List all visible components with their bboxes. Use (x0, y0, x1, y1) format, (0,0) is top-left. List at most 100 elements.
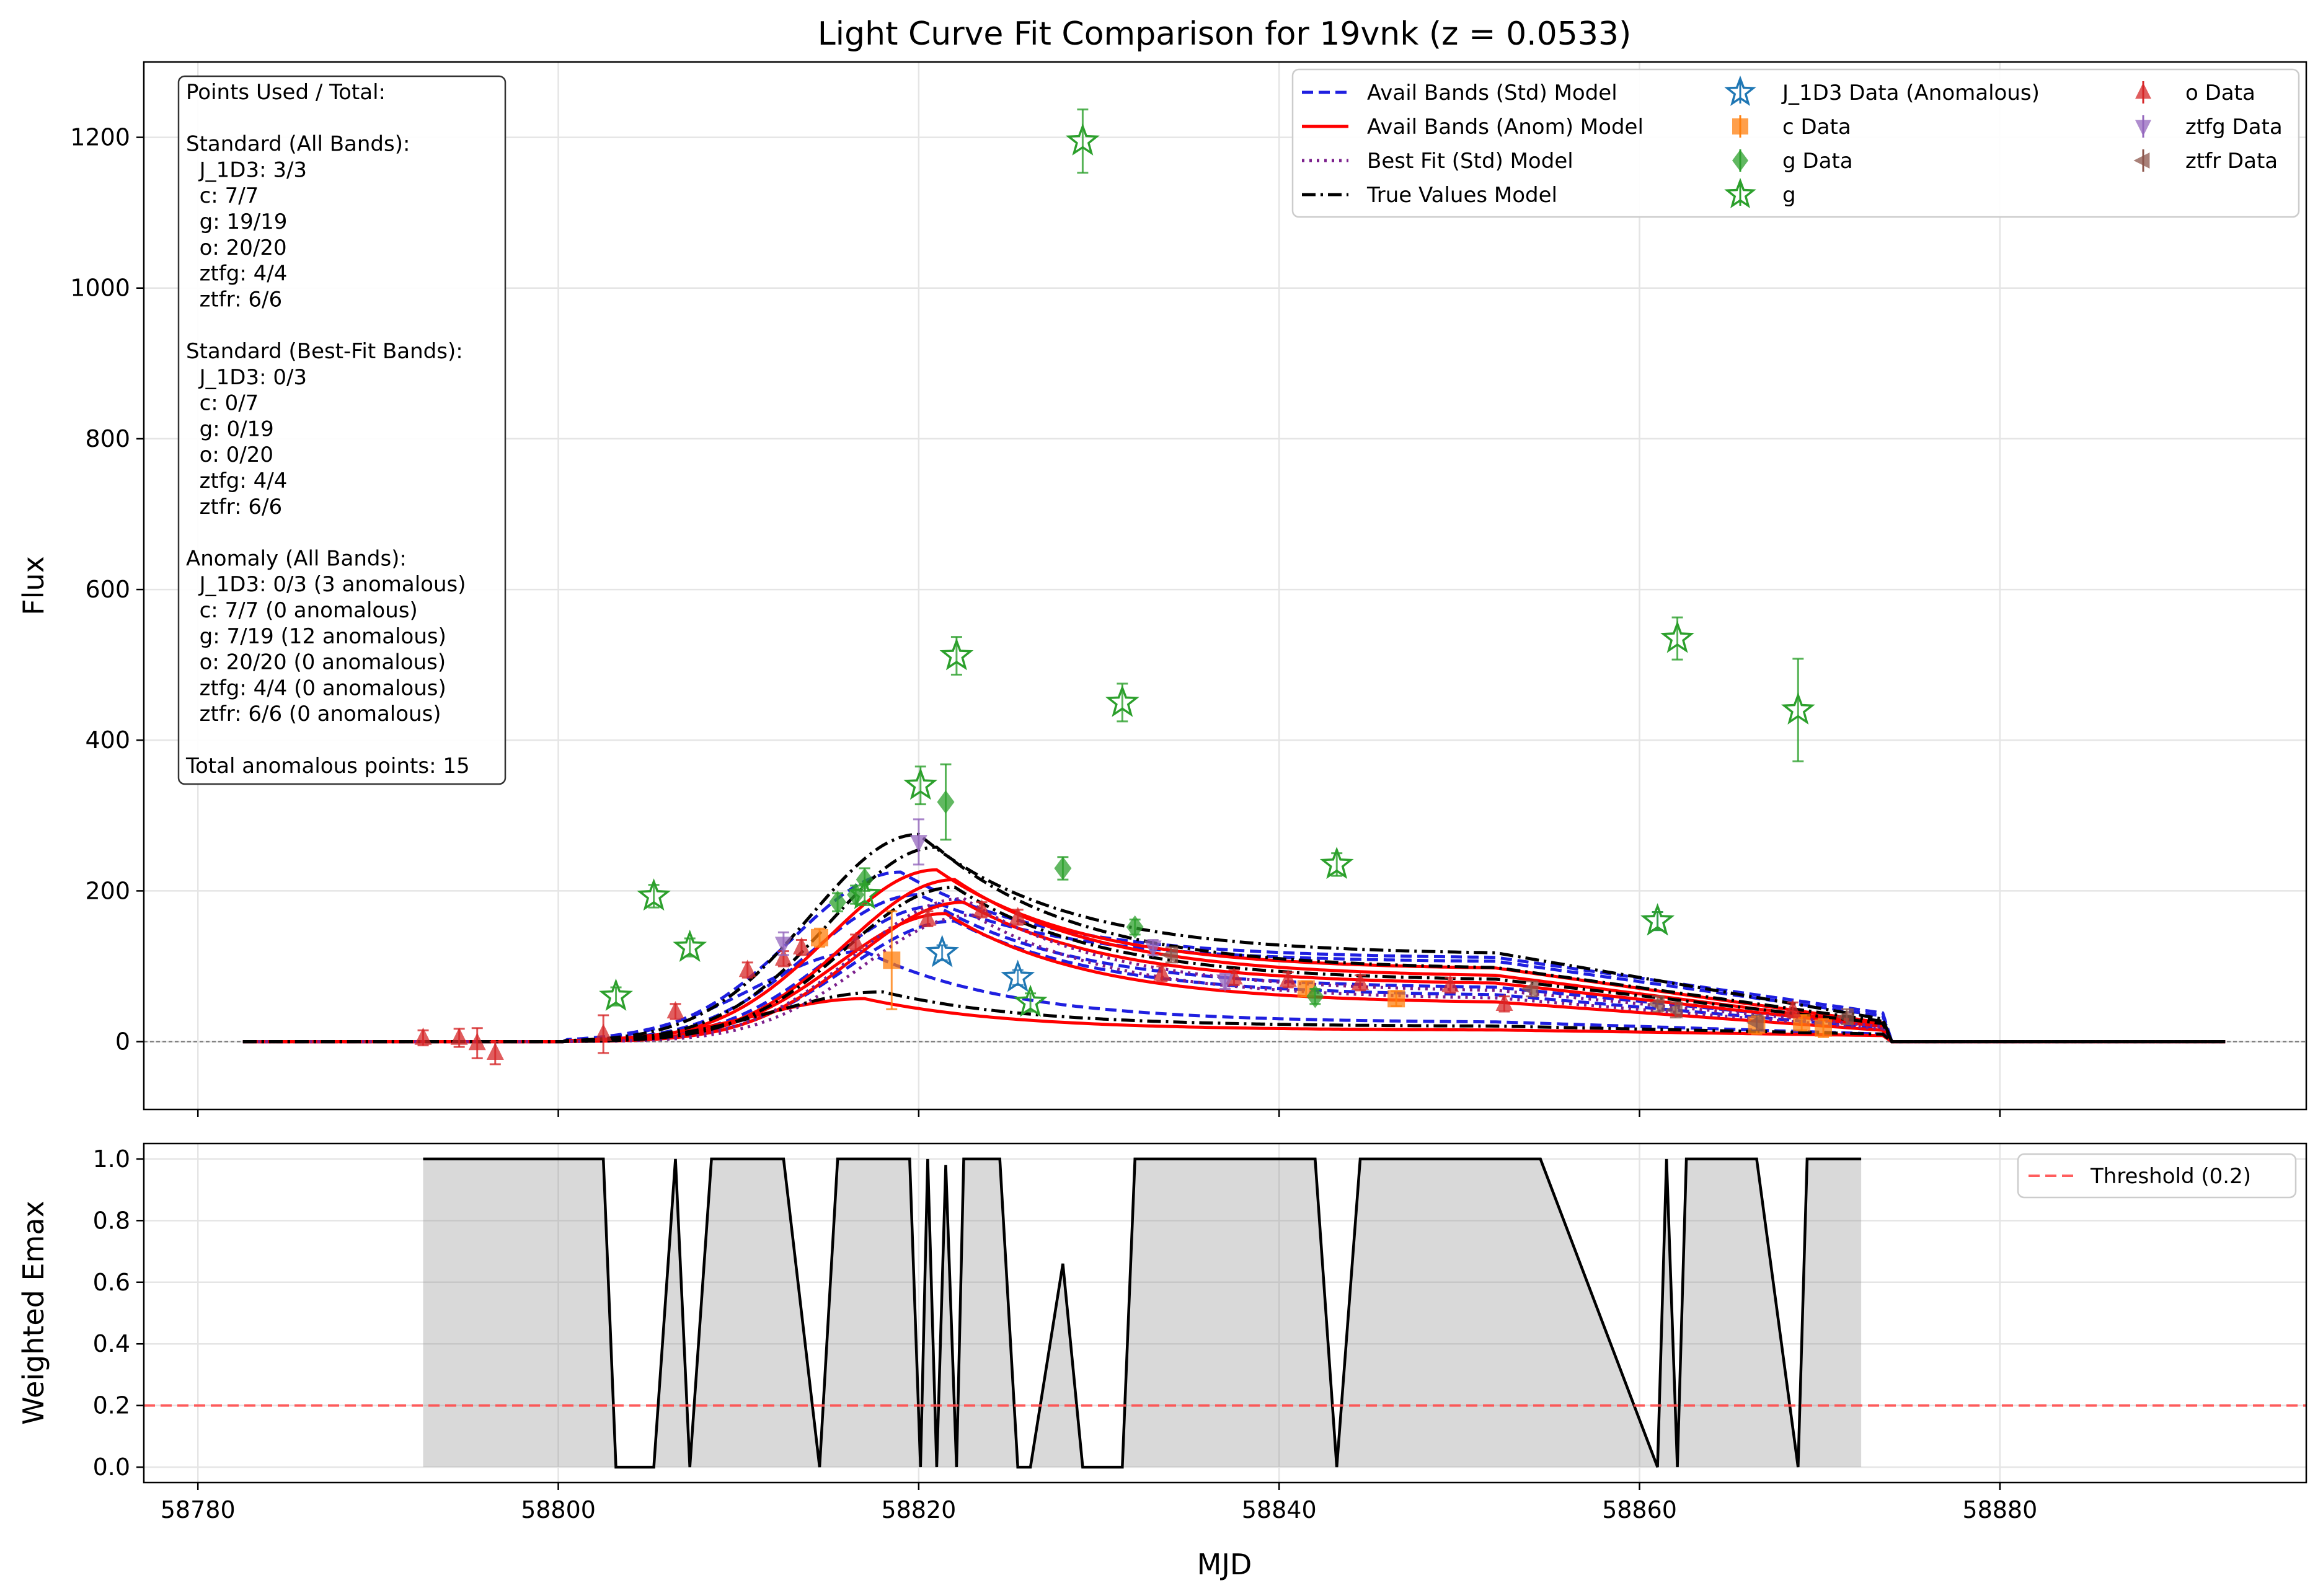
threshold-legend[interactable]: Threshold (0.2) (2017, 1153, 2297, 1199)
data-point-o-16 (1352, 972, 1369, 990)
info-box-line: g: 7/19 (12 anomalous) (186, 624, 446, 649)
data-point-ztfr-3 (1746, 1014, 1764, 1032)
mjd-x-tick-label: 58880 (1962, 1496, 2037, 1523)
data-point-o-3 (486, 1043, 504, 1060)
legend-label: J_1D3 Data (Anomalous) (1781, 81, 2040, 105)
legend-label: True Values Model (1366, 183, 1557, 208)
flux-axes-frame (143, 61, 2308, 1111)
data-point-c-5 (1815, 1019, 1833, 1037)
data-point-o-17 (1441, 974, 1459, 992)
emax-line (423, 1157, 1862, 1469)
data-point-ztfr-2 (1665, 1001, 1683, 1019)
data-point-ztfg-1 (774, 937, 792, 955)
data-point-ztfr-1 (1647, 995, 1665, 1013)
data-point-g_anom-1 (637, 878, 671, 911)
legend-marker-9 (2135, 120, 2151, 136)
legend-marker-10 (2133, 152, 2150, 169)
threshold-legend-frame (2017, 1153, 2297, 1199)
flux-y-tick-label: 800 (85, 425, 130, 452)
emax-y-tick-label: 0.2 (93, 1392, 130, 1419)
data-point-ztfr-0 (1521, 980, 1539, 998)
data-point-o-1 (450, 1027, 468, 1045)
info-box-line: g: 19/19 (186, 209, 287, 234)
emax-y-tick-label: 0.0 (93, 1453, 130, 1481)
data-point-o-13 (1153, 963, 1171, 981)
data-point-J_1D3-0 (925, 935, 960, 968)
data-point-g_anom-12 (1640, 903, 1675, 936)
mjd-x-tick-label: 58820 (881, 1496, 956, 1523)
data-point-g_data-3 (1054, 857, 1072, 880)
info-box-line: g: 0/19 (186, 417, 274, 441)
flux-y-tick-label: 200 (85, 877, 130, 904)
threshold-legend-label: Threshold (0.2) (2090, 1164, 2251, 1189)
chart-title: Light Curve Fit Comparison for 19vnk (z … (818, 15, 1632, 53)
info-box-line: o: 0/20 (186, 443, 273, 467)
data-point-g_data-2 (937, 790, 955, 814)
legend-marker-7 (1724, 177, 1756, 208)
data-point-g_anom-0 (599, 978, 633, 1011)
model-curve-true-13 (242, 845, 2226, 1044)
flux-ticks: 0 200 400 600 800 1000 1200 (70, 124, 2001, 1117)
emax-y-tick-label: 1.0 (93, 1145, 130, 1173)
info-box-line: Points Used / Total: (186, 80, 386, 105)
legend-label: Avail Bands (Std) Model (1367, 81, 1617, 105)
emax-area (144, 1157, 2306, 1469)
flux-y-tick-label: 600 (85, 576, 130, 603)
legend-label: ztfg Data (2185, 115, 2283, 139)
model-curve-true-12 (242, 832, 2226, 1044)
data-point-o-5 (666, 1001, 684, 1019)
info-box-line: Total anomalous points: 15 (185, 754, 470, 778)
legend-frame (1291, 68, 2300, 218)
emax-y-tick-label: 0.4 (93, 1330, 130, 1357)
info-box-line: J_1D3: 0/3 (3 anomalous) (186, 572, 466, 597)
mjd-x-tick-label: 58800 (521, 1496, 596, 1523)
legend-marker-6 (1732, 149, 1748, 172)
data-point-g_data-5 (1306, 984, 1324, 1008)
data-point-o-6 (738, 959, 756, 977)
data-point-g_data-0 (829, 890, 847, 914)
data-point-o-19 (1784, 999, 1802, 1017)
flux-y-tick-label: 1200 (70, 124, 130, 151)
info-box-line: ztfr: 6/6 (186, 495, 282, 519)
legend-label: o Data (2185, 81, 2255, 105)
data-point-g_anom-8 (1105, 684, 1139, 717)
data-point-ztfr-5 (1161, 946, 1178, 964)
info-box-line: ztfg: 4/4 (186, 262, 287, 286)
data-point-ztfg-2 (1144, 940, 1162, 958)
legend-label: ztfr Data (2185, 149, 2278, 174)
info-box-line: J_1D3: 0/3 (186, 365, 307, 390)
data-point-g_anom-5 (939, 638, 974, 671)
data-point-g_anom-4 (903, 767, 938, 800)
legend-marker-4 (1724, 75, 1756, 106)
flux-data-points (414, 108, 1854, 1065)
legend-marker-5 (1732, 118, 1748, 134)
legend-marker-8 (2135, 82, 2151, 99)
info-box-line: ztfr: 6/6 (0 anomalous) (186, 702, 441, 726)
data-point-o-0 (414, 1027, 432, 1045)
info-box-line: Anomaly (All Bands): (186, 546, 407, 571)
emax-axes-frame (143, 1142, 2308, 1484)
emax-y-tick-label: 0.6 (93, 1269, 130, 1296)
legend-label: Avail Bands (Anom) Model (1367, 115, 1644, 139)
data-point-o-9 (847, 932, 865, 950)
legend-label: Best Fit (Std) Model (1367, 149, 1573, 174)
flux-panel: 0 200 400 600 800 1000 1200 Flux Points Used /… (17, 61, 2308, 1117)
data-point-o-8 (792, 937, 810, 955)
data-point-g_anom-3 (847, 876, 882, 909)
mjd-x-label: MJD (1197, 1548, 1252, 1581)
info-box-line: c: 7/7 (0 anomalous) (186, 598, 418, 623)
flux-y-tick-label: 1000 (70, 275, 130, 302)
flux-legend[interactable]: Avail Bands (Std) Model Avail Bands (Anom… (1291, 68, 2300, 218)
data-point-g_anom-9 (1319, 847, 1354, 880)
info-box-line: ztfr: 6/6 (186, 287, 282, 312)
info-box-line: ztfg: 4/4 (186, 469, 287, 493)
info-box-line: c: 7/7 (186, 183, 259, 208)
emax-plot-area (144, 1144, 2306, 1483)
data-point-o-4 (595, 1023, 613, 1041)
data-point-ztfg-0 (909, 835, 927, 853)
data-point-o-15 (1279, 969, 1297, 987)
data-point-o-2 (468, 1033, 486, 1051)
data-point-o-11 (973, 899, 991, 917)
data-point-g_anom-10 (1660, 620, 1694, 653)
